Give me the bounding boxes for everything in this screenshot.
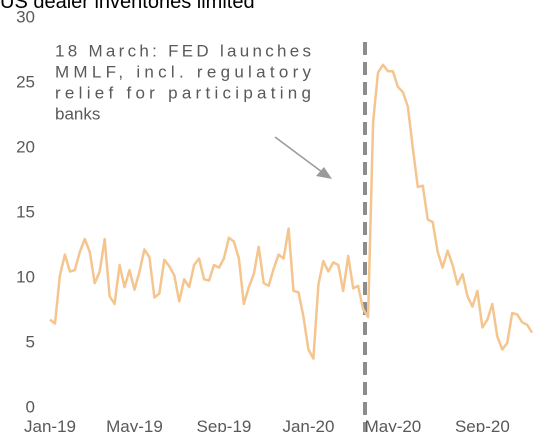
y-tick-label: 0 [26, 397, 35, 416]
y-tick-label: 15 [16, 202, 35, 221]
annotation: MMLF, incl. regulatory [55, 62, 312, 81]
y-tick-label: 5 [26, 332, 35, 351]
data-line [49, 63, 533, 360]
x-tick-label: May-19 [106, 417, 163, 432]
chart-title: US dealer inventories limited [0, 0, 255, 13]
x-tick-label: Sep-20 [455, 417, 510, 432]
x-tick-label: Jan-19 [24, 417, 76, 432]
x-tick-label: Sep-19 [197, 417, 252, 432]
y-tick-label: 25 [16, 72, 35, 91]
y-tick-label: 10 [16, 267, 35, 286]
arrow-head [316, 167, 332, 179]
x-tick-label: Jan-20 [282, 417, 334, 432]
annotation-arrow [274, 136, 323, 173]
y-tick-label: 20 [16, 137, 35, 156]
annotation: relief for participating [55, 83, 311, 102]
x-tick-label: May-20 [365, 417, 422, 432]
annotation: 18 March: FED launches [55, 41, 311, 60]
y-tick-label: 30 [16, 7, 35, 26]
annotation: banks [55, 104, 100, 123]
